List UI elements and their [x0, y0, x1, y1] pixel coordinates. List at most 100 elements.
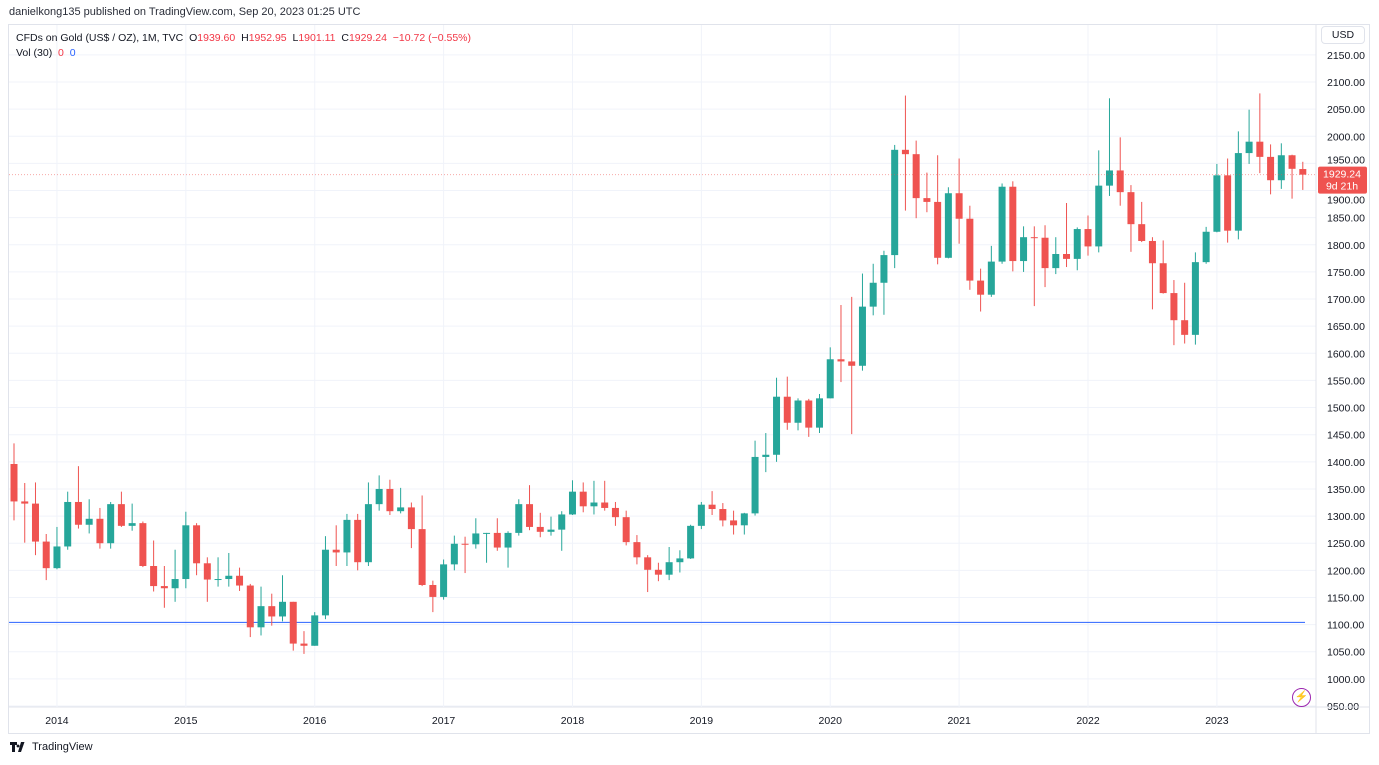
- candle: [1277, 143, 1285, 189]
- candle: [1213, 163, 1221, 233]
- candle-body: [386, 488, 394, 512]
- candle-body: [150, 565, 158, 587]
- candle-body: [1181, 320, 1189, 335]
- candle: [450, 535, 458, 571]
- candle: [805, 398, 813, 437]
- candle: [279, 575, 286, 622]
- last-price-badge: [1318, 166, 1367, 194]
- y-tick-label: 1000.00: [1327, 674, 1365, 686]
- y-tick-label: 1050.00: [1327, 647, 1365, 659]
- candle: [257, 586, 265, 636]
- candle-body: [1202, 231, 1210, 263]
- candle: [601, 480, 609, 511]
- candle-body: [869, 282, 877, 307]
- candle-body: [1159, 263, 1167, 294]
- candle-body: [10, 463, 18, 502]
- y-tick-label: 1650.00: [1327, 321, 1365, 333]
- candle-body: [837, 359, 845, 362]
- candle-body: [171, 579, 179, 589]
- candle: [375, 475, 383, 511]
- candle: [214, 557, 222, 587]
- candle: [558, 511, 566, 551]
- lightning-icon[interactable]: ⚡: [1292, 688, 1311, 707]
- candle: [1073, 227, 1081, 271]
- candle: [987, 245, 995, 297]
- candle-body: [1267, 156, 1275, 181]
- candle: [676, 550, 684, 573]
- symbol-title[interactable]: CFDs on Gold (US$ / OZ), 1M, TVC: [16, 32, 184, 44]
- candle-body: [1084, 229, 1092, 247]
- candle: [354, 513, 362, 571]
- y-tick-label: 1200.00: [1327, 565, 1365, 577]
- candle: [1095, 150, 1103, 253]
- candle: [783, 376, 791, 430]
- candle: [579, 482, 587, 513]
- candle-body: [590, 502, 598, 507]
- candle-body: [891, 149, 899, 256]
- tradingview-logo-icon: [10, 742, 25, 752]
- candle: [654, 562, 662, 582]
- candle-body: [536, 526, 544, 532]
- y-tick-label: 1150.00: [1327, 592, 1364, 604]
- candle: [483, 532, 491, 563]
- y-tick-label: 1700.00: [1327, 294, 1365, 306]
- candle-body: [268, 606, 276, 617]
- candle-body: [1245, 141, 1253, 154]
- candle: [171, 549, 179, 602]
- candle: [869, 263, 877, 316]
- candle: [128, 503, 136, 531]
- candle-body: [740, 513, 748, 526]
- candle: [429, 580, 437, 613]
- y-tick-label: 2000.00: [1327, 131, 1365, 143]
- candle: [1245, 109, 1253, 164]
- candle: [1256, 93, 1264, 174]
- candle-body: [440, 564, 448, 597]
- candle: [440, 559, 448, 600]
- x-tick-label: 2023: [1205, 715, 1229, 727]
- candle-body: [1052, 254, 1060, 269]
- candle: [321, 536, 329, 620]
- candle: [31, 482, 39, 556]
- candle: [955, 158, 963, 244]
- candle: [708, 491, 716, 515]
- footer-brand: TradingView: [32, 741, 93, 753]
- candle: [397, 487, 405, 514]
- candle: [42, 533, 50, 581]
- candle-body: [472, 533, 480, 545]
- candle: [848, 296, 856, 435]
- candle-body: [311, 615, 319, 646]
- candle-body: [987, 261, 995, 295]
- candle-body: [483, 532, 491, 534]
- candle: [697, 501, 705, 530]
- footer: TradingView: [10, 741, 93, 753]
- candle-body: [697, 504, 705, 526]
- candle-body: [816, 398, 823, 428]
- high-label: H: [241, 32, 249, 44]
- candle: [762, 433, 770, 473]
- candle: [816, 393, 823, 434]
- candle: [21, 482, 29, 543]
- candle-body: [407, 507, 415, 530]
- candle-body: [418, 529, 426, 585]
- x-tick-label: 2019: [690, 715, 714, 727]
- x-tick-label: 2016: [303, 715, 327, 727]
- candle-body: [805, 400, 813, 428]
- candle-body: [1138, 224, 1146, 241]
- candle-body: [85, 518, 93, 525]
- currency-button[interactable]: USD: [1321, 26, 1365, 44]
- candle-body: [1105, 170, 1113, 186]
- candle-body: [1170, 293, 1178, 321]
- candle-body: [1224, 175, 1232, 231]
- candle: [719, 503, 727, 527]
- candle-body: [182, 525, 190, 580]
- candle-body: [762, 454, 770, 457]
- volume-value-a: 0: [58, 47, 64, 59]
- candle-body: [934, 201, 942, 258]
- volume-label[interactable]: Vol (30): [16, 47, 53, 59]
- y-tick-label: 1950.00: [1327, 155, 1365, 167]
- candle: [160, 565, 168, 608]
- candle: [289, 601, 297, 651]
- chart-frame: [8, 24, 1370, 734]
- candle: [912, 140, 920, 219]
